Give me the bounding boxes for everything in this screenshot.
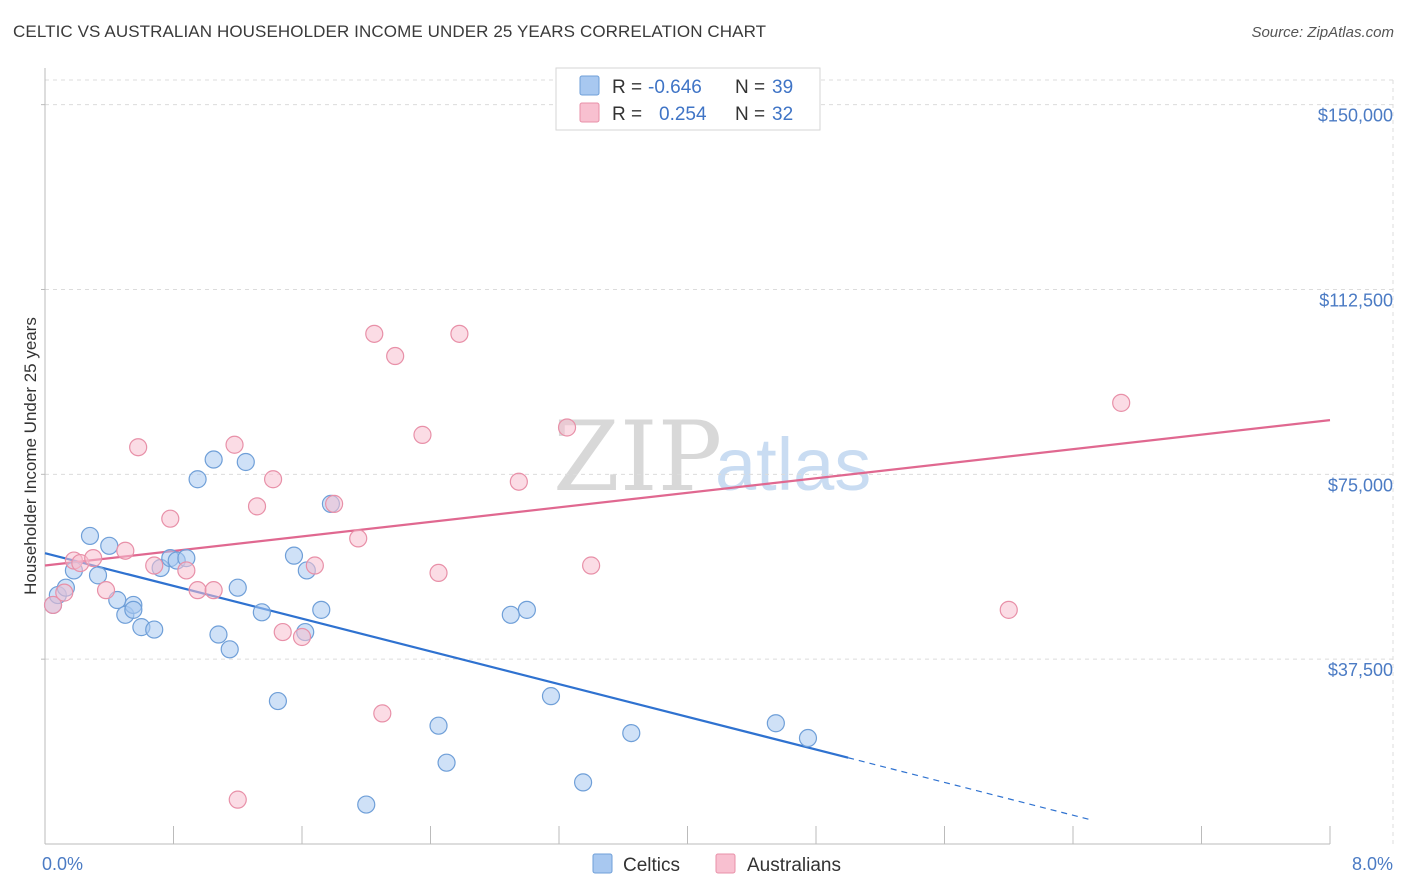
bottom-legend-swatch-celtics xyxy=(592,853,613,874)
point-australians-12 xyxy=(204,581,223,600)
point-celtics-31 xyxy=(429,716,448,735)
point-australians-7 xyxy=(129,438,148,457)
point-australians-1 xyxy=(55,583,74,602)
watermark-atlas: atlas xyxy=(715,423,871,506)
x-tick-label-1: 8.0% xyxy=(1352,854,1393,874)
y-tick-label-0: $37,500 xyxy=(1328,660,1393,680)
point-australians-21 xyxy=(365,324,384,343)
point-australians-30 xyxy=(999,600,1018,619)
point-australians-10 xyxy=(177,561,196,580)
legend-n-value-celtics: 39 xyxy=(772,77,793,98)
point-australians-18 xyxy=(305,556,324,575)
legend-swatch-australians xyxy=(579,102,600,123)
y-tick-label-2: $112,500 xyxy=(1319,290,1393,310)
trend-lines xyxy=(44,419,1331,820)
point-celtics-39 xyxy=(798,728,818,748)
point-australians-26 xyxy=(450,324,469,343)
trend-line-australians xyxy=(44,419,1331,567)
point-celtics-33 xyxy=(501,605,520,624)
point-australians-23 xyxy=(386,346,405,366)
chart-title: CELTIC VS AUSTRALIAN HOUSEHOLDER INCOME … xyxy=(13,22,767,41)
legend-n-label-celtics: N = xyxy=(735,77,765,98)
point-celtics-32 xyxy=(437,753,456,772)
y-tick-label-3: $150,000 xyxy=(1318,106,1393,126)
data-points xyxy=(43,324,1131,814)
point-celtics-21 xyxy=(228,578,247,597)
watermark-zip: ZIP xyxy=(553,401,722,513)
point-celtics-6 xyxy=(100,536,119,555)
point-australians-8 xyxy=(145,556,164,575)
point-australians-6 xyxy=(116,541,135,560)
x-tick-labels: 0.0% 8.0% xyxy=(42,854,1393,874)
point-celtics-18 xyxy=(204,450,223,469)
point-australians-25 xyxy=(429,563,448,583)
point-australians-0 xyxy=(43,595,63,615)
point-australians-32 xyxy=(228,790,247,809)
point-celtics-19 xyxy=(209,625,228,644)
point-australians-28 xyxy=(557,418,577,437)
bottom-legend-label-celtics: Celtics xyxy=(623,855,680,876)
legend-r-label-australians: R = xyxy=(612,104,642,125)
source-credit: Source: ZipAtlas.com xyxy=(1251,24,1394,41)
point-celtics-17 xyxy=(188,470,207,489)
point-celtics-34 xyxy=(517,600,536,619)
legend-r-value-australians: 0.254 xyxy=(659,104,707,125)
point-celtics-35 xyxy=(541,687,561,706)
point-australians-27 xyxy=(509,472,528,491)
legend-box: R = -0.646 N = 39 R = 0.254 N = 32 xyxy=(555,67,821,131)
point-australians-20 xyxy=(349,529,368,548)
point-celtics-4 xyxy=(80,526,100,546)
bottom-legend-label-australians: Australians xyxy=(747,855,841,876)
point-celtics-38 xyxy=(766,714,785,733)
point-celtics-25 xyxy=(284,546,304,565)
point-celtics-24 xyxy=(268,691,288,711)
x-tick-label-0: 0.0% xyxy=(42,854,83,874)
axes xyxy=(41,68,1331,845)
point-celtics-36 xyxy=(573,773,593,792)
point-celtics-23 xyxy=(252,603,271,622)
trend-line-celtics-extension xyxy=(847,757,1090,820)
point-australians-19 xyxy=(325,494,344,513)
y-axis-label: Householder Income Under 25 years xyxy=(21,317,40,595)
point-australians-15 xyxy=(263,470,283,489)
point-australians-31 xyxy=(1112,393,1131,412)
bottom-legend-swatch-australians xyxy=(715,853,736,874)
point-australians-24 xyxy=(413,425,432,444)
bottom-legend: Celtics Australians xyxy=(592,853,841,876)
point-celtics-10 xyxy=(124,600,143,619)
point-australians-4 xyxy=(84,549,103,568)
point-australians-17 xyxy=(292,627,312,647)
point-celtics-37 xyxy=(622,723,641,743)
point-australians-14 xyxy=(247,497,267,516)
point-australians-29 xyxy=(582,556,601,575)
y-tick-label-1: $75,000 xyxy=(1328,475,1393,495)
legend-r-value-celtics: -0.646 xyxy=(648,77,702,98)
legend-frame xyxy=(555,67,821,131)
point-australians-16 xyxy=(273,622,292,642)
point-australians-13 xyxy=(225,435,244,454)
point-celtics-20 xyxy=(220,640,239,659)
legend-swatch-celtics xyxy=(579,75,600,96)
legend-n-label-australians: N = xyxy=(735,104,765,125)
point-celtics-12 xyxy=(145,620,164,639)
point-australians-9 xyxy=(161,509,180,528)
point-celtics-5 xyxy=(88,566,108,585)
point-celtics-28 xyxy=(312,600,331,619)
point-australians-11 xyxy=(188,581,207,600)
point-australians-5 xyxy=(96,581,116,600)
point-australians-22 xyxy=(373,704,392,723)
legend-r-label-celtics: R = xyxy=(612,77,642,98)
y-tick-labels: $37,500 $75,000 $112,500 $150,000 xyxy=(1318,106,1393,681)
legend-n-value-australians: 32 xyxy=(772,104,793,125)
point-celtics-30 xyxy=(357,795,376,814)
trend-line-celtics xyxy=(44,552,849,759)
point-celtics-22 xyxy=(236,452,255,472)
